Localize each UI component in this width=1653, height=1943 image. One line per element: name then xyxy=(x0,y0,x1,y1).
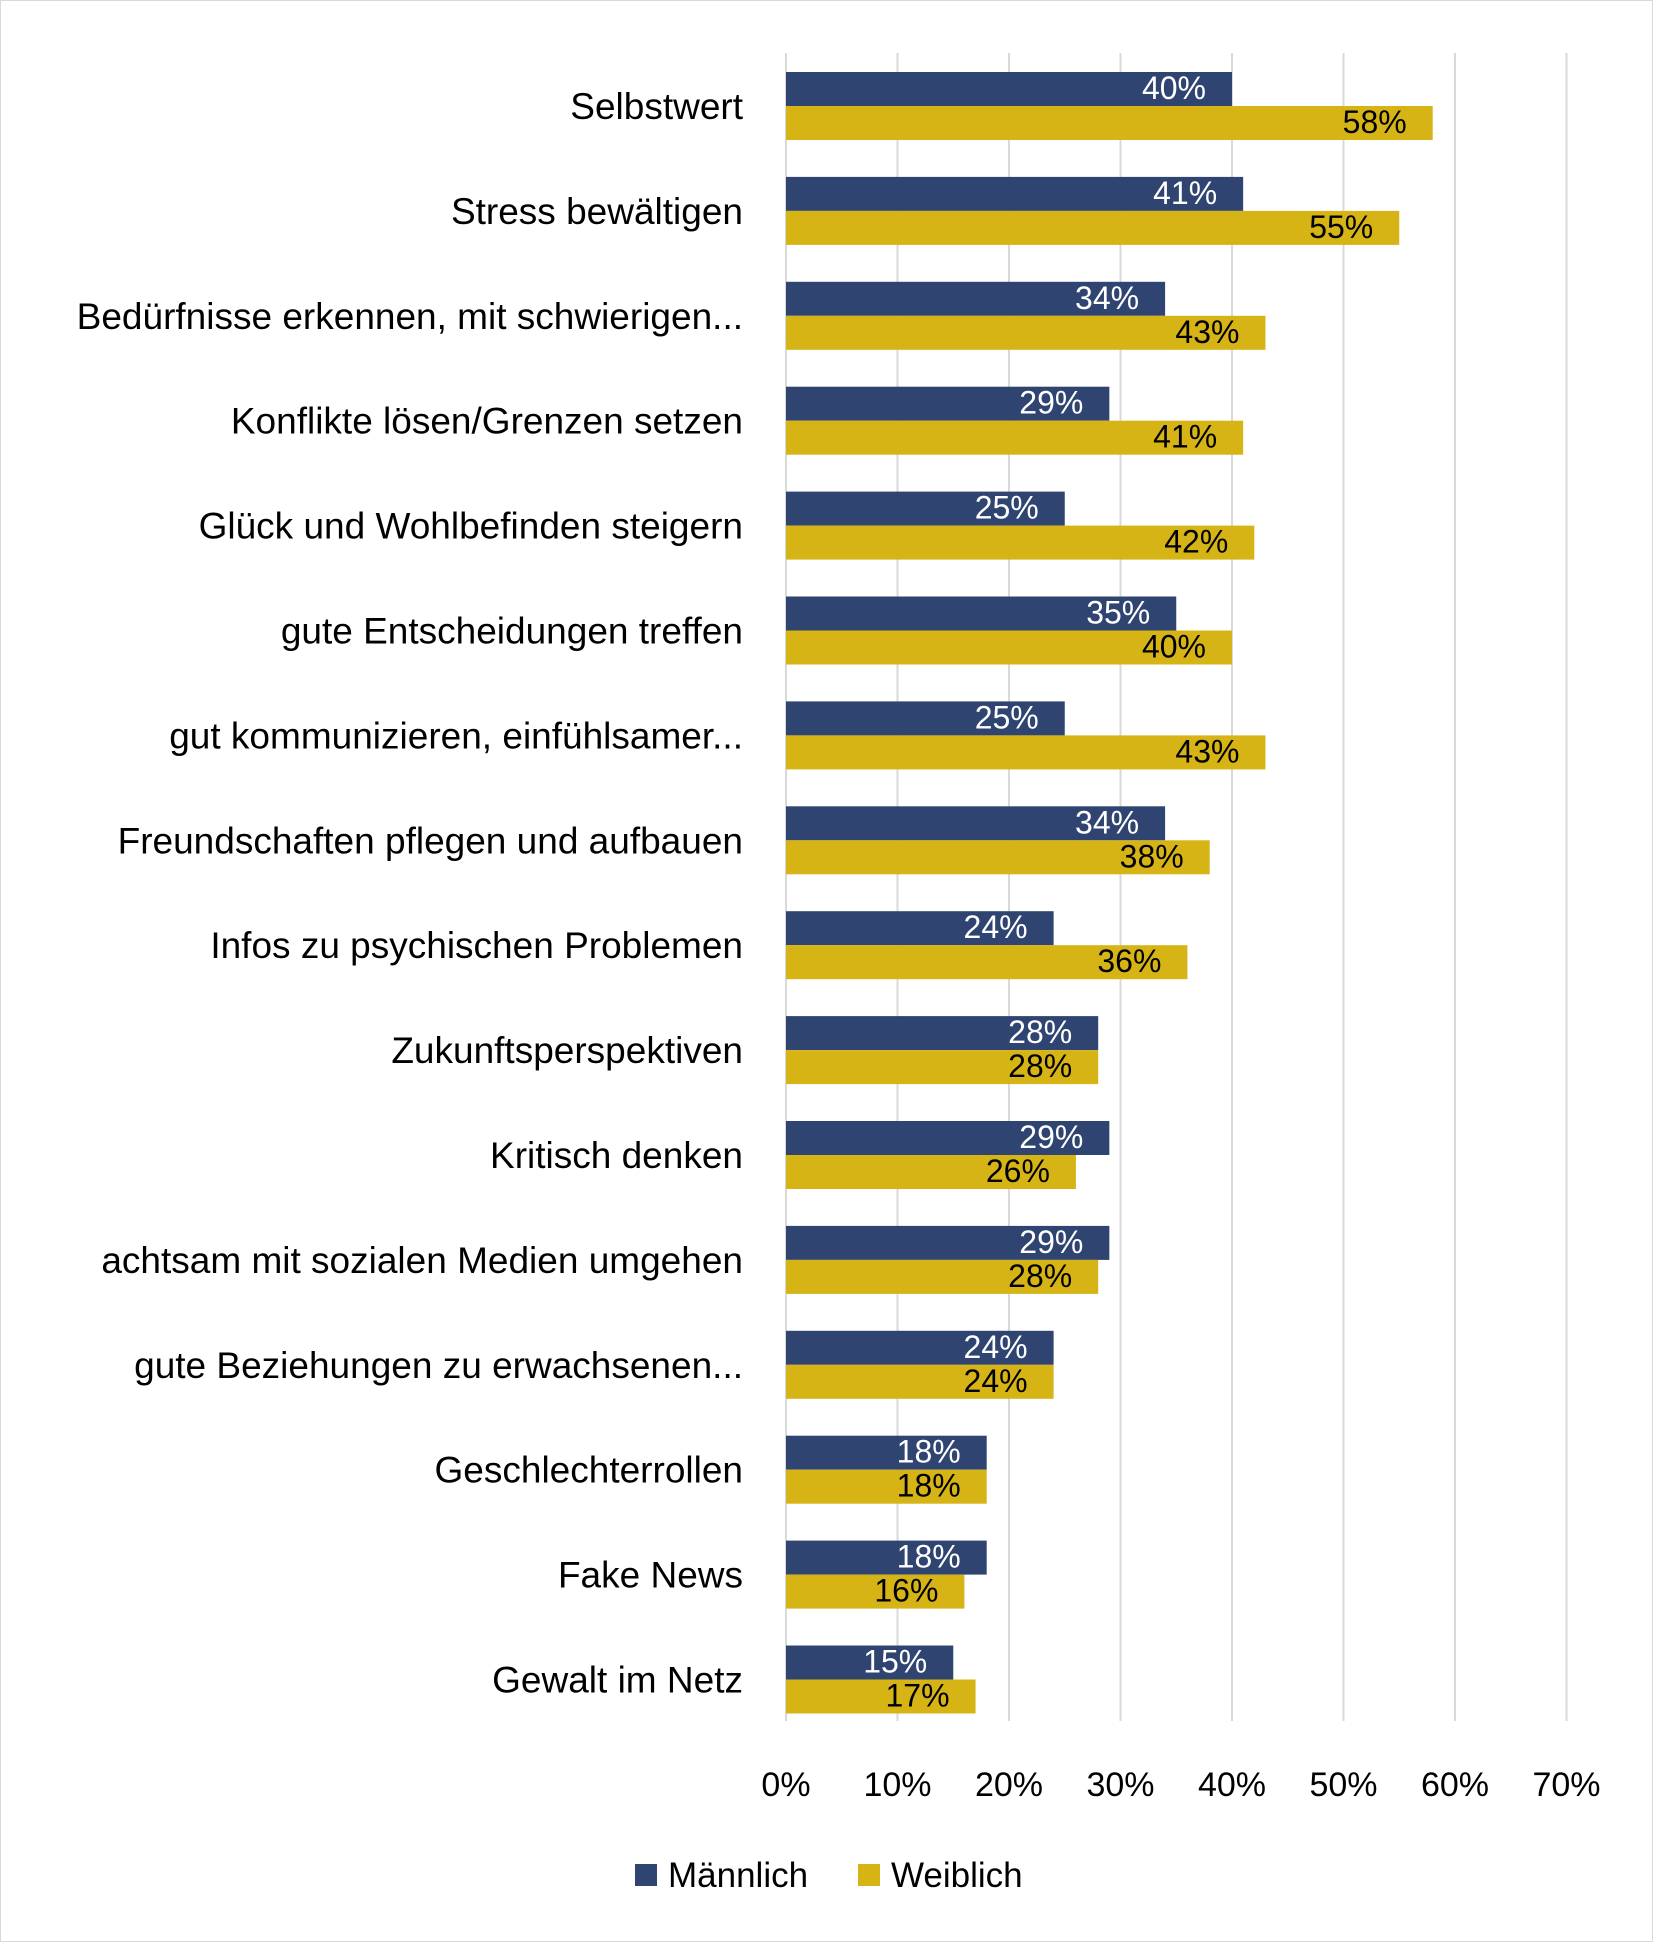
bar-weiblich xyxy=(786,735,1266,770)
bar-maennlich xyxy=(786,491,1065,526)
bars: 40%58%41%55%34%43%29%41%25%42%35%40%25%4… xyxy=(786,70,1433,1714)
data-label: 41% xyxy=(1153,419,1217,455)
bar-maennlich xyxy=(786,806,1166,841)
data-label: 24% xyxy=(964,1329,1028,1365)
x-tick-label: 50% xyxy=(1309,1766,1377,1804)
legend-label: Weiblich xyxy=(891,1856,1023,1895)
bar-maennlich xyxy=(786,1540,987,1575)
data-label: 25% xyxy=(975,490,1039,526)
category-label: Selbstwert xyxy=(570,86,743,127)
category-label: achtsam mit sozialen Medien umgehen xyxy=(101,1240,743,1281)
x-tick-label: 70% xyxy=(1532,1766,1600,1804)
data-label: 26% xyxy=(986,1153,1050,1189)
data-label: 55% xyxy=(1309,209,1373,245)
legend-swatch xyxy=(635,1864,657,1886)
bar-maennlich xyxy=(786,72,1232,106)
x-tick-label: 10% xyxy=(863,1766,931,1804)
data-label: 15% xyxy=(863,1644,927,1680)
data-label: 41% xyxy=(1153,175,1217,211)
bar-weiblich xyxy=(786,630,1232,665)
category-label: Zukunftsperspektiven xyxy=(391,1030,743,1071)
data-label: 25% xyxy=(975,699,1039,735)
bar-weiblich xyxy=(786,106,1433,140)
data-label: 28% xyxy=(1008,1258,1072,1294)
data-label: 34% xyxy=(1075,280,1139,316)
data-label: 18% xyxy=(897,1468,961,1504)
bar-maennlich xyxy=(786,701,1065,736)
data-label: 18% xyxy=(897,1539,961,1575)
bar-weiblich xyxy=(786,1364,1054,1399)
data-label: 24% xyxy=(964,909,1028,945)
data-label: 36% xyxy=(1097,943,1161,979)
category-labels: Selbstwert Stress bewältigen Bedürfnisse e… xyxy=(77,86,744,1701)
data-label: 29% xyxy=(1019,385,1083,421)
bar-maennlich xyxy=(786,1435,987,1470)
category-label: Bedürfnisse erkennen, mit schwierigen... xyxy=(77,296,743,337)
bar-maennlich xyxy=(786,596,1177,631)
data-label: 16% xyxy=(874,1573,938,1609)
bar-maennlich xyxy=(786,1121,1110,1155)
category-label: Glück und Wohlbefinden steigern xyxy=(199,506,743,547)
x-axis-ticks: 0% 10% 20% 30% 40% 50% 60% 70% xyxy=(761,1766,1600,1804)
x-tick-label: 60% xyxy=(1421,1766,1489,1804)
data-label: 38% xyxy=(1120,838,1184,874)
data-label: 43% xyxy=(1175,733,1239,769)
bar-weiblich xyxy=(786,1050,1099,1085)
category-label: Kritisch denken xyxy=(490,1135,743,1176)
data-label: 42% xyxy=(1164,524,1228,560)
bar-weiblich xyxy=(786,315,1266,350)
data-label: 58% xyxy=(1343,104,1407,140)
bar-weiblich xyxy=(786,210,1400,245)
bar-weiblich xyxy=(786,525,1255,560)
data-label: 43% xyxy=(1175,314,1239,350)
category-label: Freundschaften pflegen und aufbauen xyxy=(118,820,743,861)
category-label: Infos zu psychischen Problemen xyxy=(210,925,743,966)
category-label: Gewalt im Netz xyxy=(492,1660,743,1701)
legend-label: Männlich xyxy=(668,1856,808,1895)
data-label: 40% xyxy=(1142,70,1206,106)
legend-swatch xyxy=(858,1864,880,1886)
bar-maennlich xyxy=(786,1016,1099,1051)
bar-maennlich xyxy=(786,1645,954,1680)
data-label: 18% xyxy=(897,1434,961,1470)
category-label: gute Beziehungen zu erwachsenen... xyxy=(134,1345,743,1386)
bar-maennlich xyxy=(786,281,1166,316)
bar-maennlich xyxy=(786,1225,1110,1260)
bar-weiblich xyxy=(786,420,1244,455)
category-label: gut kommunizieren, einfühlsamer... xyxy=(169,715,743,756)
data-label: 29% xyxy=(1019,1224,1083,1260)
data-label: 24% xyxy=(964,1363,1028,1399)
bar-weiblich xyxy=(786,1155,1076,1189)
bar-weiblich xyxy=(786,1679,976,1714)
bar-weiblich xyxy=(786,945,1188,980)
bar-weiblich xyxy=(786,840,1210,875)
category-label: Fake News xyxy=(558,1555,743,1596)
x-tick-label: 20% xyxy=(975,1766,1043,1804)
legend: Männlich Weiblich xyxy=(635,1856,1023,1895)
data-label: 17% xyxy=(886,1678,950,1714)
data-label: 29% xyxy=(1019,1119,1083,1155)
data-label: 40% xyxy=(1142,629,1206,665)
bar-maennlich xyxy=(786,1330,1054,1365)
category-label: Stress bewältigen xyxy=(451,191,743,232)
bar-weiblich xyxy=(786,1259,1099,1294)
x-tick-label: 30% xyxy=(1086,1766,1154,1804)
data-label: 28% xyxy=(1008,1048,1072,1084)
data-label: 34% xyxy=(1075,804,1139,840)
bar-weiblich xyxy=(786,1574,965,1609)
bar-maennlich xyxy=(786,911,1054,946)
bar-maennlich xyxy=(786,176,1244,211)
data-label: 28% xyxy=(1008,1014,1072,1050)
category-label: Geschlechterrollen xyxy=(435,1450,743,1491)
bar-maennlich xyxy=(786,386,1110,421)
x-tick-label: 40% xyxy=(1198,1766,1266,1804)
category-label: Konflikte lösen/Grenzen setzen xyxy=(231,401,743,442)
x-tick-label: 0% xyxy=(761,1766,810,1804)
category-label: gute Entscheidungen treffen xyxy=(281,611,743,652)
data-label: 35% xyxy=(1086,595,1150,631)
bar-weiblich xyxy=(786,1469,987,1504)
